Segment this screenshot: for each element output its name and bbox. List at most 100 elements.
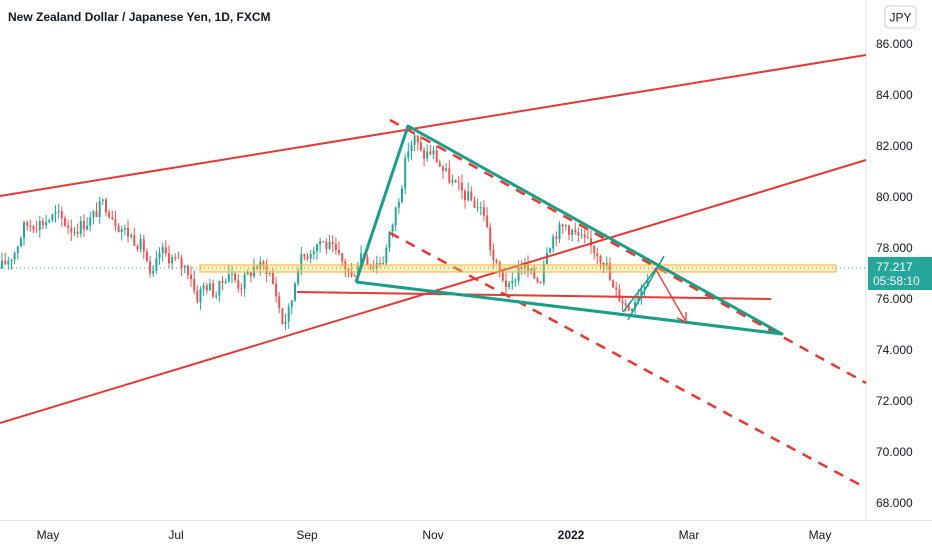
price-tick-label: 70.000	[876, 445, 913, 459]
candle-body	[382, 262, 385, 264]
candle-body	[79, 221, 82, 234]
triangle-pattern	[354, 124, 784, 336]
candle-body	[249, 272, 252, 277]
candle-body	[618, 289, 621, 302]
candle-body	[328, 242, 331, 249]
candle-body	[237, 280, 240, 289]
candle-body	[319, 241, 322, 245]
price-tick-label: 76.000	[876, 292, 913, 306]
mini-channel-line-2	[627, 255, 665, 321]
candle-body	[133, 235, 136, 246]
candle-body	[445, 168, 448, 171]
candle-body	[457, 182, 460, 184]
candle-body	[347, 269, 350, 272]
projection-arrowhead	[676, 312, 687, 324]
candle-body	[637, 297, 640, 302]
candle-body	[388, 231, 391, 248]
candle-body	[60, 211, 63, 219]
candle-body	[265, 265, 268, 274]
candle-body	[404, 157, 407, 189]
candle-body	[316, 244, 318, 252]
candle-body	[643, 286, 646, 290]
candle-body	[419, 142, 422, 151]
candle-body	[208, 283, 211, 291]
price-axis[interactable]: 86.000 84.000 82.000 80.000 78.000 76.000 74.0…	[876, 37, 913, 510]
candle-body	[284, 321, 287, 324]
candle-body	[278, 296, 281, 309]
candle-body	[82, 221, 85, 230]
candle-body	[350, 271, 353, 276]
candle-body	[164, 247, 167, 254]
candle-body	[489, 227, 492, 250]
candle-body	[303, 253, 306, 257]
candle-body	[401, 188, 403, 202]
candle-body	[495, 260, 498, 263]
candle-body	[505, 280, 507, 287]
candle-body	[523, 264, 526, 269]
candle-body	[32, 226, 35, 230]
candle-body	[152, 270, 155, 274]
candle-body	[580, 234, 583, 236]
candle-body	[621, 301, 624, 304]
candle-body	[38, 221, 41, 230]
candle-body	[561, 224, 564, 227]
price-tick-label: 74.000	[876, 343, 913, 357]
candle-body	[555, 236, 558, 240]
candle-body	[309, 254, 312, 259]
candle-body	[306, 256, 309, 259]
candle-body	[294, 283, 296, 301]
candle-body	[215, 295, 218, 297]
candle-body	[29, 225, 32, 227]
chart-title: New Zealand Dollar / Japanese Yen, 1D, F…	[8, 10, 271, 24]
candle-body	[353, 275, 356, 277]
candle-body	[300, 253, 303, 271]
candle-body	[95, 211, 98, 217]
candle-body	[470, 191, 473, 201]
candle-body	[262, 261, 265, 266]
candle-body	[586, 237, 589, 239]
candle-body	[426, 151, 429, 159]
time-tick-label: Mar	[679, 528, 700, 542]
candle-body	[498, 262, 501, 271]
candle-body	[375, 263, 378, 269]
candle-body	[26, 222, 29, 226]
candle-body	[275, 283, 278, 297]
candle-body	[590, 238, 592, 246]
candle-body	[517, 267, 520, 281]
candle-body	[13, 253, 16, 260]
candle-body	[539, 281, 542, 283]
time-axis[interactable]: May Jul Sep Nov 2022 Mar May	[37, 528, 832, 542]
price-tick-label: 86.000	[876, 37, 913, 51]
candle-body	[486, 215, 489, 228]
candle-body	[268, 273, 271, 275]
price-tick-label: 84.000	[876, 88, 913, 102]
candle-body	[435, 150, 438, 163]
candle-body	[281, 308, 284, 324]
candle-body	[108, 212, 111, 218]
candle-body	[92, 211, 95, 218]
candle-body	[202, 285, 205, 289]
candle-body	[190, 274, 192, 279]
candle-body	[111, 217, 114, 220]
price-tick-label: 72.000	[876, 394, 913, 408]
candle-body	[568, 225, 570, 235]
candle-body	[120, 229, 123, 232]
candle-body	[423, 150, 426, 159]
candle-body	[451, 179, 454, 183]
candle-body	[183, 265, 186, 268]
candle-body	[290, 300, 293, 307]
candle-body	[231, 273, 233, 275]
current-price-value: 77.217	[876, 260, 913, 274]
candles-group	[1, 132, 649, 331]
candle-body	[407, 151, 410, 158]
candle-body	[48, 220, 51, 222]
candle-body	[571, 229, 574, 235]
candle-body	[117, 226, 120, 232]
candle-body	[448, 168, 451, 183]
currency-button[interactable]: JPY	[884, 5, 917, 29]
candle-body	[369, 264, 372, 267]
candle-body	[596, 253, 599, 257]
candle-body	[341, 253, 344, 262]
candle-body	[196, 290, 199, 302]
